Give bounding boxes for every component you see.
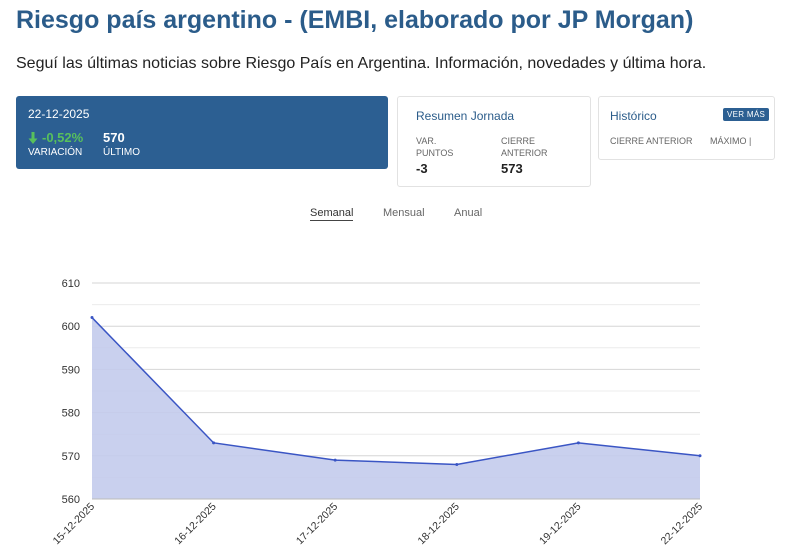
y-tick-label: 560	[62, 494, 80, 506]
x-tick-label: 16-12-2025	[172, 501, 219, 548]
x-tick-label: 17-12-2025	[294, 501, 341, 548]
page-subtitle: Seguí las últimas noticias sobre Riesgo …	[16, 55, 707, 72]
data-point	[212, 441, 216, 445]
data-point	[698, 454, 702, 458]
historico-maximo-label: MÁXIMO |	[710, 136, 752, 146]
variation-label: VARIACIÓN	[28, 147, 83, 158]
variation-block: -0,52%	[28, 130, 83, 145]
y-tick-label: 570	[62, 451, 80, 463]
last-value: 570	[103, 130, 125, 145]
ver-mas-button[interactable]: VER MÁS	[723, 108, 770, 121]
data-point	[333, 458, 337, 462]
riesgo-pais-chart: 560 570 580 590 600 610 15-12-2025 16-12-2025 17…	[51, 278, 706, 548]
tab-semanal[interactable]: Semanal	[310, 207, 354, 221]
arrow-down-icon	[28, 131, 38, 144]
resumen-jornada-card: Resumen Jornada VAR. PUNTOS -3 CIERRE AN…	[397, 96, 591, 187]
x-tick-label: 19-12-2025	[537, 501, 584, 548]
y-tick-label: 610	[62, 278, 80, 290]
variation-value: -0,52%	[42, 130, 84, 145]
cierre-anterior-label: CIERRE ANTERIOR	[501, 136, 548, 158]
historico-heading: Histórico	[610, 109, 657, 123]
var-puntos-value: -3	[416, 161, 428, 176]
x-tick-label: 15-12-2025	[51, 501, 98, 548]
period-tabs: Semanal Mensual Anual	[0, 207, 790, 223]
cierre-anterior-value: 573	[501, 161, 523, 176]
tab-anual[interactable]: Anual	[454, 207, 483, 219]
page-title: Riesgo país argentino - (EMBI, elaborado…	[16, 6, 694, 34]
data-point	[576, 441, 580, 445]
summary-card: 22-12-2025 -0,52% VARIACIÓN 570 ÚLTIMO	[16, 96, 388, 169]
series-area	[92, 317, 700, 499]
last-label: ÚLTIMO	[103, 147, 141, 158]
x-tick-label: 18-12-2025	[415, 501, 462, 548]
var-puntos-label: VAR. PUNTOS	[416, 136, 454, 158]
data-point	[455, 462, 459, 466]
x-tick-label: 22-12-2025	[659, 501, 706, 548]
y-tick-label: 600	[62, 321, 80, 333]
tab-mensual[interactable]: Mensual	[383, 207, 425, 219]
historico-cierre-anterior-label: CIERRE ANTERIOR	[610, 136, 693, 146]
y-tick-label: 580	[62, 408, 80, 420]
historico-card: Histórico VER MÁS CIERRE ANTERIOR MÁXIMO…	[598, 96, 775, 160]
resumen-heading: Resumen Jornada	[416, 109, 515, 123]
data-point	[90, 316, 94, 320]
y-tick-label: 590	[62, 364, 80, 376]
summary-date: 22-12-2025	[28, 107, 90, 121]
series-line	[91, 317, 701, 466]
